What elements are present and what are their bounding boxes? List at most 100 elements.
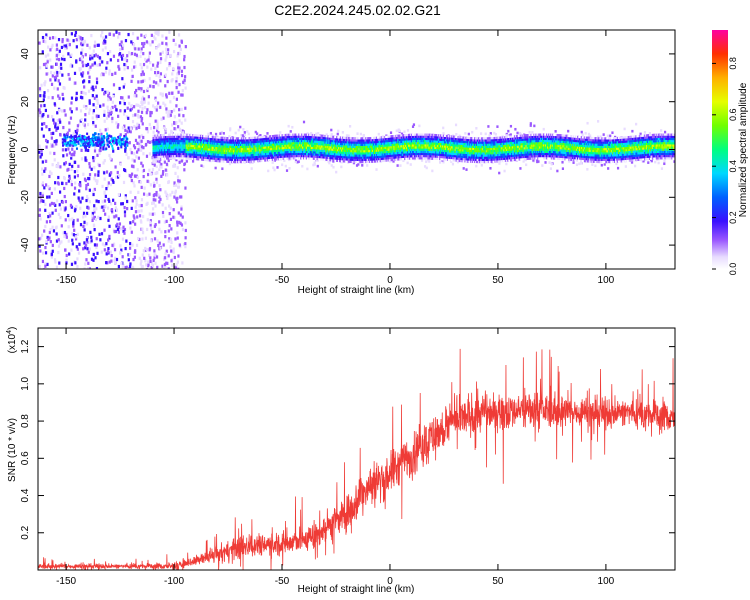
spectrogram-cell	[159, 164, 162, 169]
spectrogram-cell	[259, 144, 262, 148]
spectrogram-cell	[165, 55, 168, 59]
spectrogram-cell	[498, 162, 501, 165]
spectrogram-cell	[310, 131, 313, 135]
spectrogram-cell	[221, 158, 224, 161]
spectrogram-cell	[286, 142, 289, 145]
spectrogram-cell	[174, 42, 177, 47]
spectrogram-cell	[140, 119, 143, 123]
spectrogram-cell	[46, 114, 50, 118]
spectrogram-cell	[298, 135, 300, 138]
spectrogram-cell	[254, 145, 257, 148]
spectrogram-cell	[222, 141, 225, 144]
spectrogram-cell	[202, 137, 204, 140]
spectrogram-cell	[70, 101, 73, 105]
spectrogram-cell	[165, 168, 169, 172]
spectrogram-cell	[195, 140, 197, 143]
spectrogram-cell	[300, 155, 302, 158]
spectrogram-cell	[300, 146, 302, 149]
spectrogram-cell	[261, 138, 264, 141]
spectrogram-cell	[164, 103, 167, 107]
spectrogram-cell	[298, 157, 300, 160]
spectrogram-cell	[155, 31, 158, 36]
spectrogram-cell	[299, 150, 301, 153]
spectrogram-cell	[221, 149, 224, 152]
spectrogram-cell	[70, 205, 73, 209]
spectrogram-cell	[275, 156, 278, 159]
spectrogram-cell	[174, 137, 177, 140]
spectrogram-cell	[161, 155, 163, 158]
spectrogram-cell	[44, 54, 48, 58]
spectrogram-cell	[420, 159, 424, 162]
spectrogram-cell	[207, 146, 210, 149]
spectrogram-cell	[208, 139, 211, 143]
spectrogram-cell	[53, 187, 56, 191]
spectrogram-cell	[450, 160, 453, 163]
spectrogram-cell	[193, 147, 196, 150]
spectrogram-cell	[239, 143, 242, 146]
spectrogram-cell	[166, 150, 168, 154]
spectrogram-cell	[385, 134, 388, 138]
spectrogram-cell	[73, 175, 76, 179]
spectrogram-cell	[63, 234, 66, 239]
spectrogram-cell	[303, 137, 305, 141]
spectrogram-cell	[38, 200, 42, 204]
spectrogram-cell	[214, 140, 217, 143]
spectrogram-cell	[236, 152, 239, 155]
spectrogram-cell	[284, 142, 287, 145]
spectrogram-cell	[156, 158, 159, 161]
spectrogram-cell	[141, 42, 144, 46]
spectrogram-cell	[65, 181, 68, 186]
spectrogram-cell	[103, 243, 106, 247]
spectrogram-cell	[79, 184, 82, 188]
spectrogram-cell	[535, 158, 539, 161]
spectrogram-cell	[347, 134, 350, 138]
spectrogram-cell	[268, 146, 270, 149]
spectrogram-cell	[182, 142, 185, 145]
spectrogram-cell	[268, 139, 270, 142]
spectrogram-cell	[252, 160, 255, 163]
spectrogram-cell	[122, 263, 125, 267]
spectrogram-cell	[171, 144, 174, 147]
spectrogram-cell	[295, 139, 298, 143]
spectrogram-cell	[44, 35, 47, 40]
spectrogram-cell	[311, 144, 314, 147]
spectrogram-cell	[168, 61, 171, 66]
spectrogram-cell	[309, 148, 312, 152]
spectrogram-cell	[163, 138, 165, 141]
spectrogram-cell	[79, 206, 82, 210]
spectrogram-cell	[265, 150, 267, 153]
spectrogram-cell	[330, 164, 333, 167]
spectrogram-cell	[59, 165, 62, 169]
spectrogram-cell	[152, 104, 155, 108]
spectrogram-cell	[229, 160, 232, 164]
spectrogram-cell	[124, 133, 127, 137]
spectrogram-cell	[50, 115, 54, 119]
spectrogram-cell	[182, 140, 185, 143]
spectrogram-cell	[160, 157, 163, 160]
spectrogram-cell	[229, 156, 232, 159]
spectrogram-cell	[330, 128, 333, 132]
spectrogram-cell	[161, 50, 164, 54]
spectrogram-cell	[122, 85, 125, 89]
spectrogram-cell	[232, 137, 234, 140]
spectrogram-cell	[184, 146, 187, 149]
spectrogram-cell	[568, 159, 571, 163]
spectrogram-cell	[157, 153, 160, 156]
spectrogram-cell	[269, 146, 271, 149]
spectrogram-cell	[243, 133, 246, 137]
spectrogram-cell	[176, 236, 179, 240]
spectrogram-cell	[221, 160, 224, 163]
spectrogram-cell	[173, 137, 176, 141]
spectrogram-cell	[281, 138, 284, 141]
spectrogram-cell	[241, 137, 244, 140]
spectrogram-cell	[196, 145, 198, 148]
spectrogram-cell	[210, 152, 213, 156]
spectrogram-cell	[59, 120, 62, 124]
spectrogram-cell	[157, 155, 160, 159]
spectrogram-cell	[100, 132, 103, 136]
spectrogram-cell	[65, 232, 68, 237]
spectrogram-cell	[199, 145, 201, 148]
spectrogram-cell	[140, 80, 143, 84]
spectrogram-cell	[93, 44, 96, 48]
